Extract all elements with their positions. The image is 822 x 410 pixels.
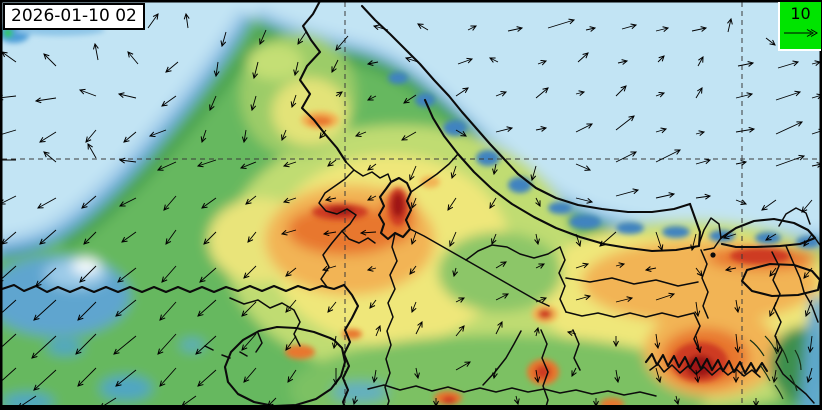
- legend-reference-arrow-icon: [783, 29, 818, 37]
- city-dot: [710, 252, 716, 258]
- border-kutch: [0, 283, 346, 294]
- border-bangladesh-east: [771, 251, 815, 404]
- terrain-ripples-ne: [749, 335, 802, 400]
- border-bhutan-north: [778, 207, 811, 227]
- legend-wind-speed-value: 10: [790, 4, 811, 23]
- border-delhi-loop: [377, 176, 413, 241]
- border-bihar-west: [558, 246, 567, 313]
- border-bangladesh-west: [700, 249, 709, 319]
- coast-gujarat: [341, 283, 360, 410]
- border-mp-east: [482, 330, 522, 386]
- border-bihar-mid: [565, 277, 699, 287]
- border-crest: [360, 4, 692, 214]
- border-up-south: [465, 244, 561, 261]
- border-rajasthan-gujarat: [320, 230, 343, 288]
- border-delhi-ne: [410, 153, 459, 193]
- coast-delta-scribble: [644, 352, 769, 375]
- border-haryana: [318, 169, 376, 244]
- timestamp-text: 2026-01-10 02: [11, 6, 137, 26]
- border-chhattisgarh: [540, 329, 581, 410]
- coast-delta-scribble-2: [649, 363, 761, 378]
- border-up-west: [384, 232, 398, 410]
- border-up-mp: [409, 228, 550, 307]
- border-meghalaya: [740, 262, 822, 298]
- border-wb-net: [229, 297, 301, 347]
- coast-kathiawar: [223, 325, 347, 408]
- wind-arrows-layer: [0, 12, 822, 409]
- border-sikkim: [698, 217, 722, 251]
- coast-islets: [204, 332, 263, 359]
- border-mp-south: [367, 384, 657, 397]
- wind-legend-box: 10: [778, 2, 821, 51]
- border-jharkhand: [565, 311, 701, 353]
- border-ne-2: [785, 245, 819, 323]
- timestamp-label: 2026-01-10 02: [3, 3, 145, 30]
